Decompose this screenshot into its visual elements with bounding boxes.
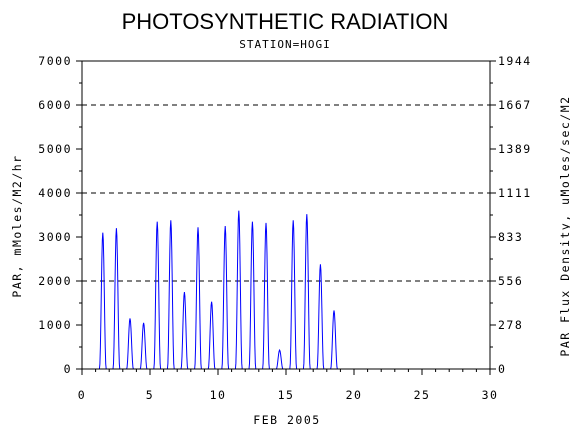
x-tick-label: 15 xyxy=(278,388,295,402)
series-line xyxy=(98,210,338,370)
y-tick-label: 3000 xyxy=(38,230,72,244)
x-tick-label: 30 xyxy=(482,388,499,402)
y2-axis-label: PAR Flux Density, uMoles/sec/M2 xyxy=(558,95,570,356)
y2-tick-label: 556 xyxy=(498,274,523,288)
y2-tick-label: 1944 xyxy=(498,54,532,68)
x-axis-label: FEB 2005 xyxy=(253,413,320,427)
y-axis-right: 0 278 556 833 1111 1389 1667 1944 xyxy=(490,54,532,376)
y-tick-label: 6000 xyxy=(38,98,72,112)
x-tick-label: 0 xyxy=(78,388,86,402)
y2-tick-label: 0 xyxy=(498,362,506,376)
gridlines xyxy=(82,104,490,282)
x-axis: 0 5 10 15 20 25 30 xyxy=(78,369,499,402)
chart-title: PHOTOSYNTHETIC RADIATION xyxy=(122,9,449,34)
chart-subtitle: STATION=HOGI xyxy=(239,38,330,51)
data-series xyxy=(98,210,338,370)
y2-tick-label: 833 xyxy=(498,230,523,244)
y-tick-label: 4000 xyxy=(38,186,72,200)
y-tick-label: 0 xyxy=(64,362,72,376)
y2-tick-label: 1111 xyxy=(498,186,532,200)
y-tick-label: 7000 xyxy=(38,54,72,68)
x-tick-label: 10 xyxy=(210,388,227,402)
y2-tick-label: 278 xyxy=(498,318,523,332)
x-tick-label: 5 xyxy=(146,388,154,402)
x-tick-label: 20 xyxy=(346,388,363,402)
x-tick-label: 25 xyxy=(414,388,431,402)
y2-tick-label: 1667 xyxy=(498,98,532,112)
y-tick-label: 5000 xyxy=(38,142,72,156)
y-tick-label: 1000 xyxy=(38,318,72,332)
y-tick-label: 2000 xyxy=(38,274,72,288)
y2-tick-label: 1389 xyxy=(498,142,532,156)
y-axis-left: 0 1000 2000 3000 4000 5000 6000 7000 xyxy=(38,54,82,376)
y-axis-label: PAR, mMoles/M2/hr xyxy=(10,154,24,297)
